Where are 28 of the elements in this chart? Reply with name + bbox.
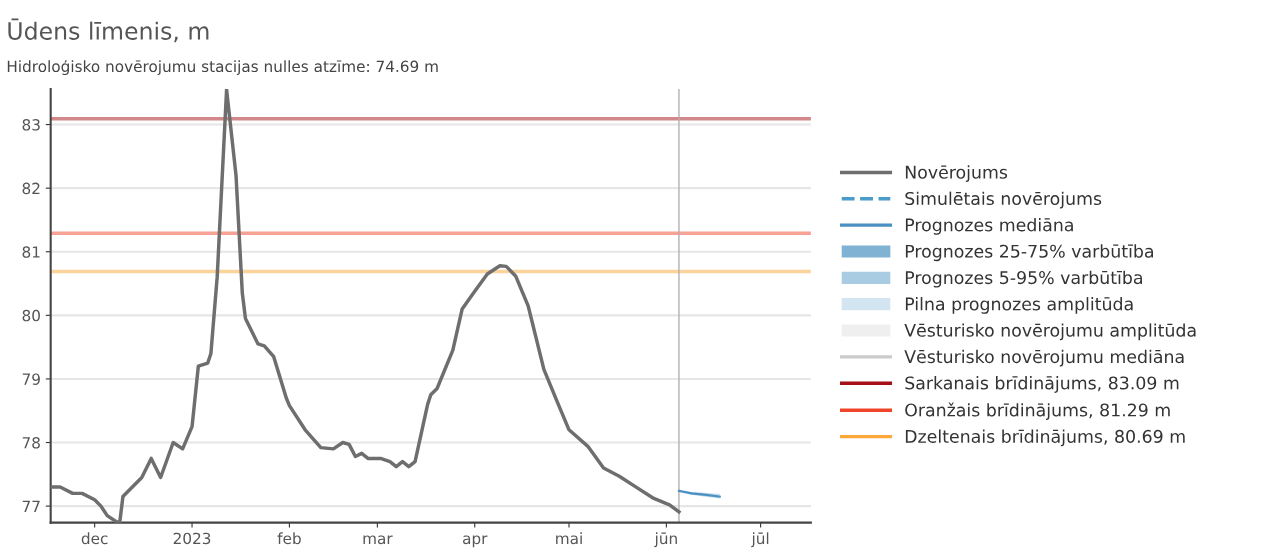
y-tick-label: 79 <box>22 373 40 385</box>
chart-subtitle: Hidroloģisko novērojumu stacijas nulles atzīme: 74.69 m <box>7 60 438 76</box>
legend-label: Prognozes mediāna <box>905 218 1073 235</box>
x-tick-label: apr <box>463 535 488 548</box>
legend-label: Vēsturisko novērojumu amplitūda <box>904 323 1196 341</box>
y-tick-label: 78 <box>22 436 40 449</box>
legend-label: Pilna prognozes amplitūda <box>905 297 1133 314</box>
legend-label: Oranžais brīdinājums, 81.29 m <box>905 402 1170 420</box>
y-tick-label: 82 <box>22 182 40 195</box>
legend-label: Prognozes 5-95% varbūtība <box>905 270 1142 288</box>
x-tick-label: jūl <box>751 532 769 548</box>
x-tick-label: 2023 <box>173 532 211 545</box>
legend-label: Sarkanais brīdinājums, 83.09 m <box>905 376 1179 393</box>
chart-title: Ūdens līmenis, m <box>8 18 209 43</box>
x-tick-label: feb <box>277 532 301 545</box>
x-tick-label: mar <box>363 535 393 545</box>
y-tick-label: 77 <box>22 500 40 512</box>
x-tick-label: dec <box>81 532 108 545</box>
legend-label: Simulētais novērojums <box>905 191 1102 209</box>
x-tick-label: jūn <box>654 532 677 548</box>
y-tick-label: 80 <box>22 309 40 322</box>
legend-label: Dzeltenais brīdinājums, 80.69 m <box>905 429 1185 447</box>
y-tick-label: 81 <box>22 246 40 258</box>
x-tick-label: mai <box>556 532 582 545</box>
legend-label: Vēsturisko novērojumu mediāna <box>904 349 1184 367</box>
y-tick-label: 83 <box>22 119 40 131</box>
legend-label: Prognozes 25-75% varbūtība <box>905 244 1153 262</box>
legend-label: Novērojums <box>905 165 1008 183</box>
